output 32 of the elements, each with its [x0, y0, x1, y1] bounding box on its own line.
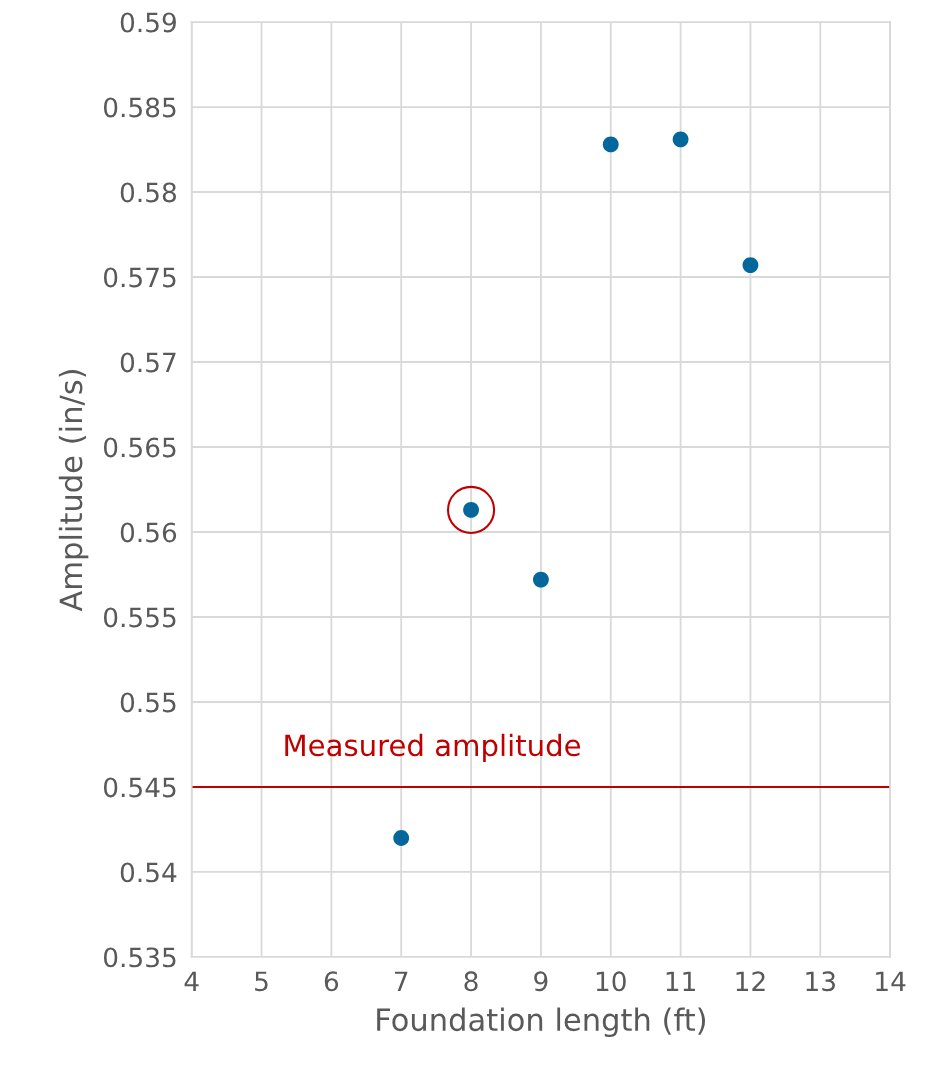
y-tick-label: 0.585 — [103, 97, 176, 118]
y-tick-label: 0.575 — [103, 267, 176, 288]
y-tick-label: 0.57 — [120, 352, 176, 373]
point — [532, 571, 549, 588]
y-tick-label: 0.565 — [103, 437, 176, 458]
x-tick-label: 7 — [394, 971, 408, 991]
y-tick-label: 0.56 — [120, 522, 177, 543]
y-tick-label: 0.54 — [120, 862, 177, 883]
ref-line-label: Measured amplitude — [285, 733, 581, 762]
y-tick-label: 0.59 — [120, 12, 176, 33]
point — [393, 830, 410, 846]
x-tick-label: 8 — [464, 971, 478, 992]
y-tick-label: 0.58 — [120, 182, 176, 203]
point — [446, 485, 496, 534]
y-tick-label: 0.555 — [103, 607, 176, 628]
x-tick-label: 11 — [666, 971, 695, 991]
point — [672, 131, 689, 148]
point — [602, 136, 619, 153]
x-tick-label: 13 — [806, 971, 835, 992]
x-tick-label: 14 — [876, 971, 906, 991]
x-tick-label: 6 — [324, 971, 339, 992]
y-tick-label: 0.55 — [120, 692, 176, 713]
x-tick-label: 4 — [184, 971, 199, 991]
x-tick-label: 9 — [534, 971, 548, 992]
y-tick-label: 0.535 — [103, 947, 176, 968]
x-tick-label: 5 — [255, 971, 268, 992]
y-tick-label: 0.545 — [103, 777, 176, 798]
y-axis-title: Amplitude (in/s) — [58, 370, 89, 612]
x-axis-title: Foundation length (ft) — [377, 1007, 705, 1038]
x-tick-label: 12 — [736, 971, 765, 991]
x-tick-label: 10 — [596, 971, 626, 992]
point — [742, 257, 759, 274]
